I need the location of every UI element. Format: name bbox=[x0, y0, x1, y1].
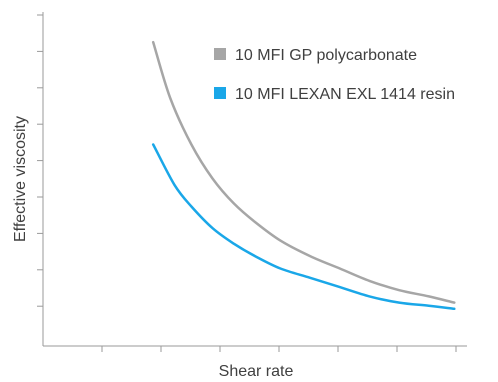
legend: 10 MFI GP polycarbonate 10 MFI LEXAN EXL … bbox=[214, 47, 455, 103]
series-layer bbox=[151, 40, 456, 311]
x-axis-label: Shear rate bbox=[219, 363, 294, 380]
legend-label-1: 10 MFI GP polycarbonate bbox=[235, 47, 417, 64]
y-axis bbox=[37, 12, 44, 346]
y-ticks bbox=[37, 14, 43, 307]
series-line-2 bbox=[151, 143, 456, 311]
y-axis-label: Effective viscosity bbox=[12, 116, 29, 242]
x-axis bbox=[43, 345, 467, 352]
legend-swatch-2 bbox=[214, 87, 226, 99]
legend-swatch-1 bbox=[214, 48, 226, 60]
series-line-1 bbox=[151, 40, 456, 304]
legend-label-2: 10 MFI LEXAN EXL 1414 resin bbox=[235, 86, 455, 103]
x-ticks bbox=[101, 346, 457, 352]
